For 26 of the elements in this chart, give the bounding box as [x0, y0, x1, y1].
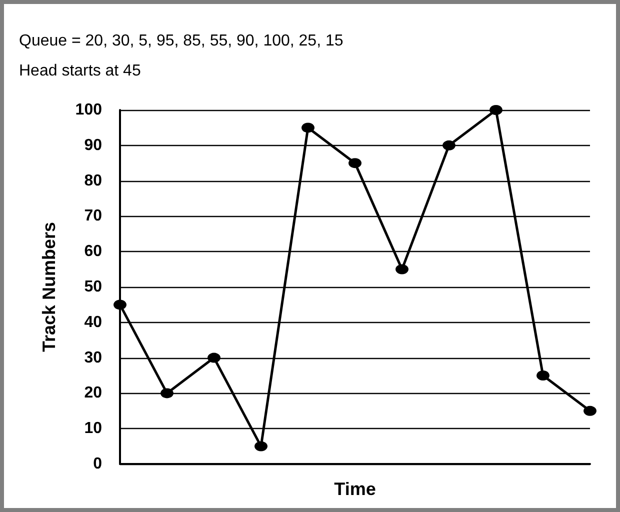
- point: [490, 105, 502, 115]
- y-tick-label: 60: [84, 243, 102, 260]
- y-axis-title: Track Numbers: [39, 222, 59, 352]
- y-tick-label: 100: [75, 102, 102, 118]
- point: [114, 300, 126, 310]
- point: [348, 158, 362, 168]
- point: [160, 388, 174, 398]
- point: [442, 140, 456, 150]
- y-tick-label: 30: [84, 349, 102, 366]
- y-tick-label: 20: [84, 384, 102, 402]
- point: [536, 370, 550, 380]
- y-tick-label: 70: [84, 208, 102, 225]
- y-tick-label: 10: [84, 420, 102, 438]
- point: [396, 264, 408, 274]
- y-tick-label: 90: [84, 136, 102, 154]
- point: [208, 352, 220, 363]
- point: [584, 406, 596, 416]
- y-tick-label: 40: [84, 314, 102, 331]
- point: [302, 122, 314, 133]
- chart-subtitle: Head starts at 45: [19, 62, 141, 80]
- chart-title: Queue = 20, 30, 5, 95, 85, 55, 90, 100, 25, 15: [19, 32, 344, 50]
- y-tick-label: 0: [93, 456, 102, 472]
- x-axis-title: Time: [334, 479, 376, 499]
- point: [254, 441, 268, 452]
- y-tick-label: 80: [84, 172, 102, 190]
- y-tick-label: 50: [84, 278, 102, 296]
